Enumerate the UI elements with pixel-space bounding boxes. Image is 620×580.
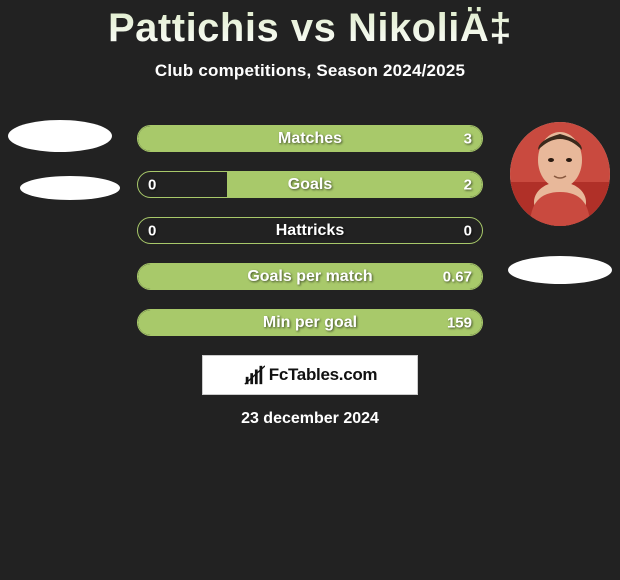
stat-label: Goals: [288, 176, 332, 194]
stat-value-right: 0: [464, 222, 472, 239]
stat-value-right: 159: [447, 314, 472, 331]
stats-panel: Matches 3 0 Goals 2 0 Hattricks 0 Goals per matc…: [137, 125, 483, 355]
player-right-avatar: [510, 122, 610, 226]
source-logo: FcTables.com: [202, 355, 418, 395]
stat-row: 0 Hattricks 0: [137, 217, 483, 244]
stat-row: 0 Goals 2: [137, 171, 483, 198]
comparison-card: Pattichis vs NikoliÄ‡ Club competitions,…: [0, 0, 620, 580]
subtitle: Club competitions, Season 2024/2025: [0, 61, 620, 81]
stat-row: Min per goal 159: [137, 309, 483, 336]
snapshot-date: 23 december 2024: [0, 410, 620, 428]
stat-value-left: 0: [148, 222, 156, 239]
stat-row: Matches 3: [137, 125, 483, 152]
stat-label: Matches: [278, 130, 342, 148]
stat-row: Goals per match 0.67: [137, 263, 483, 290]
stat-fill-right: [227, 172, 482, 197]
player-left-avatar-placeholder-1: [8, 120, 112, 152]
stat-value-right: 0.67: [443, 268, 472, 285]
logo-text: FcTables.com: [269, 365, 378, 385]
player-left-avatar-placeholder-2: [20, 176, 120, 200]
stat-label: Hattricks: [276, 222, 344, 240]
stat-value-left: 0: [148, 176, 156, 193]
stat-value-right: 3: [464, 130, 472, 147]
player-right-portrait: [510, 122, 610, 226]
stat-label: Min per goal: [263, 314, 357, 332]
stat-value-right: 2: [464, 176, 472, 193]
player-right-team-placeholder: [508, 256, 612, 284]
bars-icon: [243, 364, 265, 386]
page-title: Pattichis vs NikoliÄ‡: [0, 0, 620, 51]
stat-label: Goals per match: [247, 268, 372, 286]
